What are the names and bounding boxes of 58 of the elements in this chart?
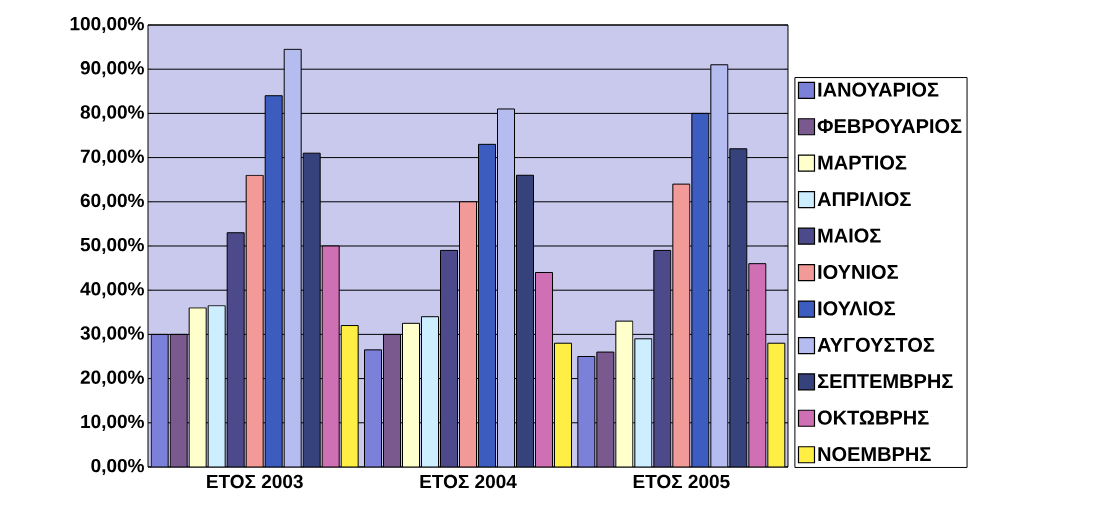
bar	[402, 322, 420, 467]
bar	[596, 351, 615, 467]
bar	[516, 174, 534, 467]
bar	[535, 272, 553, 467]
bar	[554, 342, 572, 467]
legend-label: ΟΚΤΩΒΡΗΣ	[817, 410, 929, 425]
y-tick-label: 70,00%	[80, 149, 144, 166]
y-tick-label: 50,00%	[80, 237, 144, 255]
y-tick-label: 80,00%	[80, 105, 144, 122]
legend-label: ΜΑΡΤΙΟΣ	[818, 155, 907, 170]
legend-label: ΦΕΒΡΟΥΑΡΙΟΣ	[817, 119, 962, 134]
y-tick-label: 40,00%	[80, 282, 144, 299]
y-tick-label: 20,00%	[80, 370, 144, 387]
y-tick-label: 10,00%	[81, 414, 144, 431]
bar	[264, 95, 283, 467]
bar	[169, 333, 188, 467]
y-tick-label: 30,00%	[80, 326, 144, 343]
bar	[729, 148, 748, 467]
legend-label: ΝΟΕΜΒΡΗΣ	[818, 447, 931, 462]
bar	[748, 263, 767, 467]
legend-label: ΙΟΥΝΙΟΣ	[818, 264, 898, 280]
bar	[653, 249, 672, 467]
bar	[188, 307, 207, 467]
bar	[150, 333, 169, 467]
y-tick-label: 90,00%	[80, 61, 144, 78]
bar	[383, 333, 401, 467]
y-tick-label: 60,00%	[80, 193, 144, 210]
bar	[672, 183, 691, 467]
bar	[364, 349, 383, 467]
x-tick-label: ΕΤΟΣ 2003	[207, 474, 303, 489]
x-tick-label: ΕΤΟΣ 2005	[633, 474, 730, 489]
y-tick-label: 100,00%	[70, 16, 144, 34]
legend-label: ΣΕΠΤΕΜΒΡΗΣ	[817, 374, 953, 389]
bar	[615, 320, 634, 467]
bar	[302, 152, 321, 467]
bar	[283, 48, 302, 467]
bar	[710, 64, 729, 467]
bar	[767, 342, 786, 467]
bar	[691, 112, 710, 467]
x-tick-label: ΕΤΟΣ 2004	[420, 474, 517, 489]
bar	[634, 338, 653, 467]
bar	[577, 355, 596, 467]
bar	[478, 143, 496, 467]
bar	[207, 305, 226, 467]
bar	[440, 249, 458, 467]
legend-label: ΑΠΡΙΛΙΟΣ	[817, 191, 911, 207]
bar	[226, 232, 245, 467]
y-tick-label: 0,00%	[91, 458, 144, 476]
bar	[497, 108, 515, 467]
bar	[321, 245, 340, 467]
bar	[459, 201, 477, 467]
legend-label: ΙΑΝΟΥΑΡΙΟΣ	[818, 82, 939, 97]
legend-label: ΙΟΥΛΙΟΣ	[818, 301, 896, 316]
bar	[245, 174, 264, 467]
bar	[421, 316, 439, 467]
bar	[340, 325, 359, 467]
legend-label: ΜΑΙΟΣ	[818, 228, 881, 243]
legend-label: ΑΥΓΟΥΣΤΟΣ	[817, 337, 935, 352]
